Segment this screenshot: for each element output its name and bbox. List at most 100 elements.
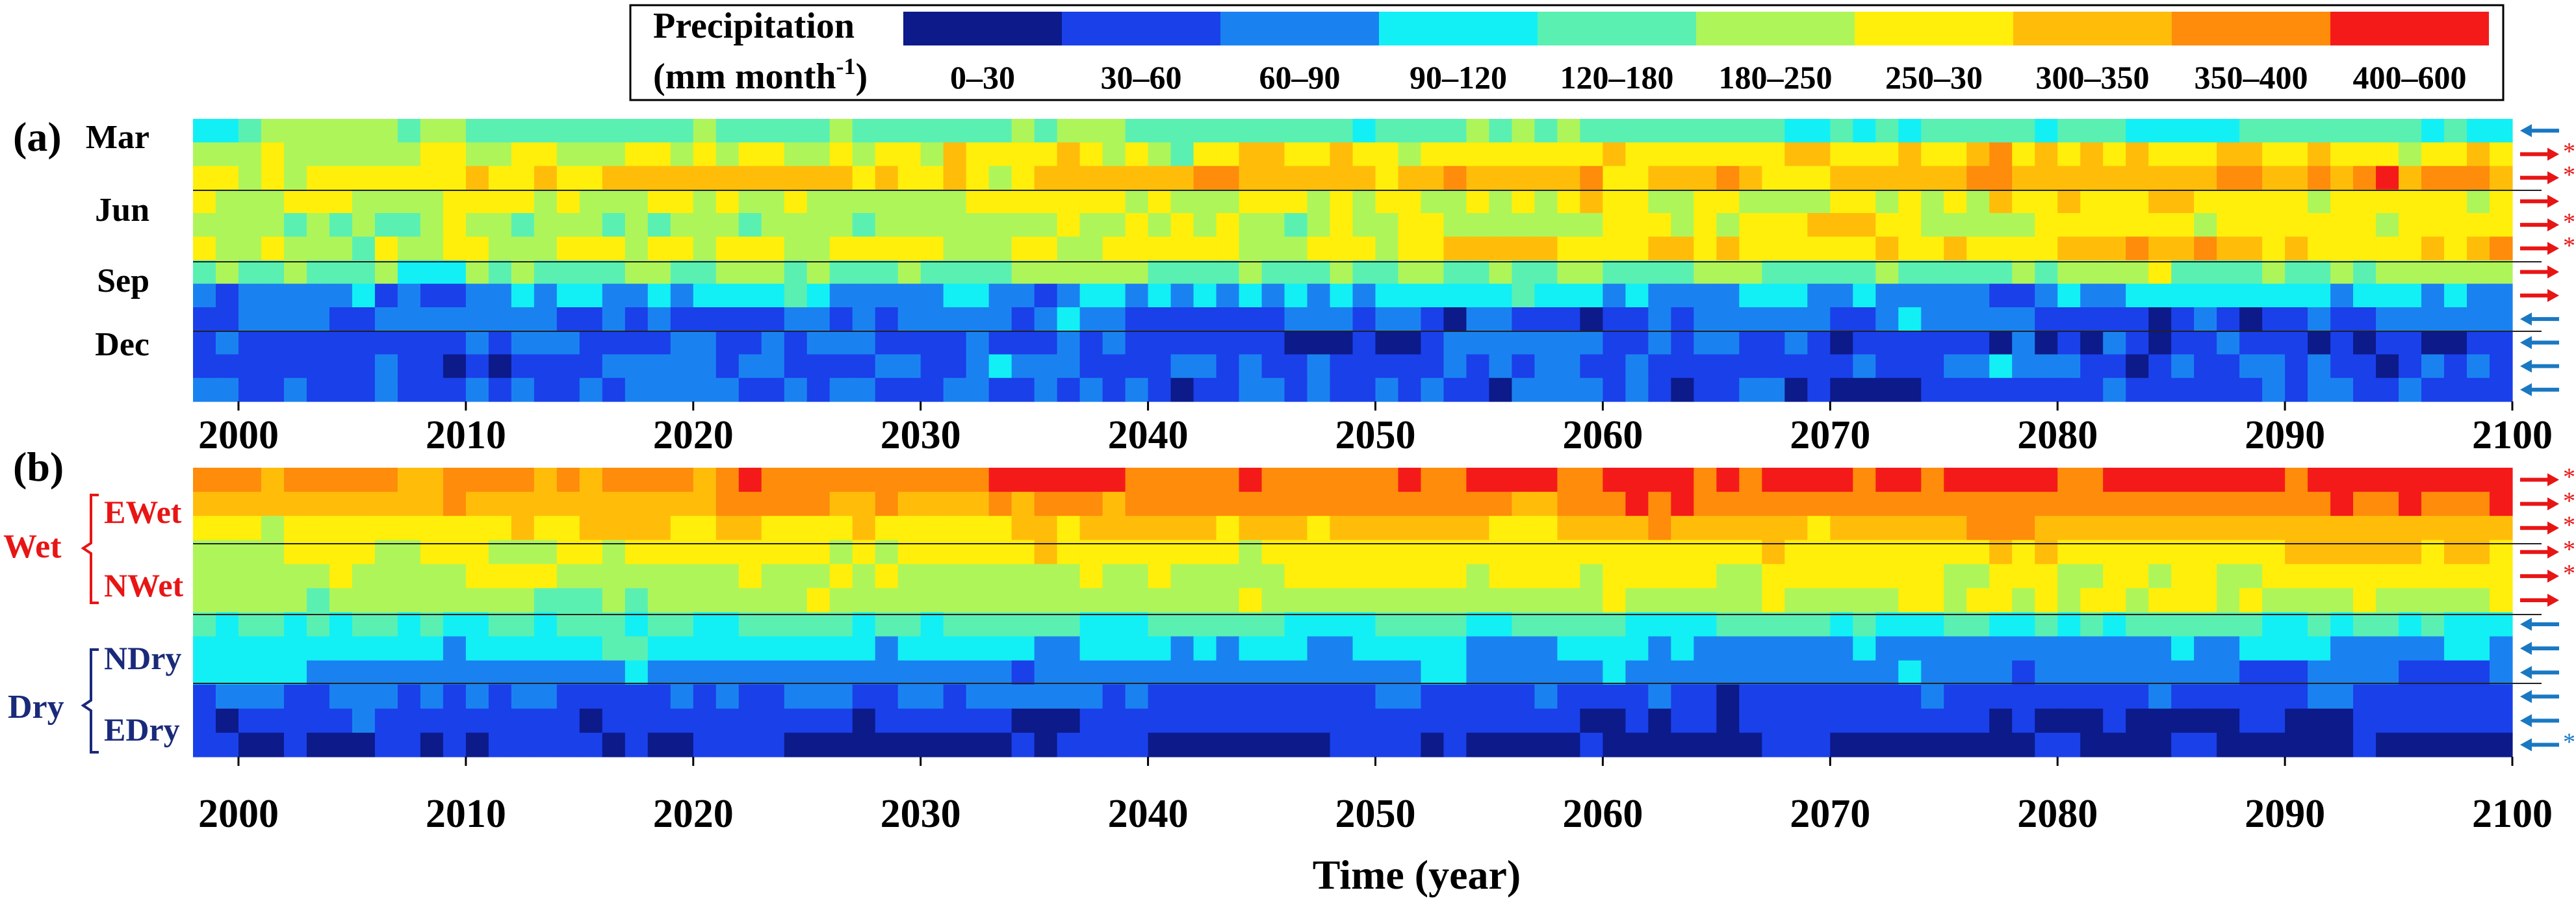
heatmap-cell [738, 468, 762, 492]
heatmap-cell [1580, 166, 1603, 190]
heatmap-cell [625, 612, 649, 637]
heatmap-cell [1375, 189, 1399, 214]
heatmap-cell [1671, 331, 1694, 355]
heatmap-cell [2148, 564, 2172, 589]
heatmap-cell [897, 377, 921, 402]
heatmap-cell [1921, 236, 1944, 261]
heatmap-cell [2171, 166, 2195, 190]
heatmap-cell [2217, 307, 2240, 331]
heatmap-cell [2353, 142, 2376, 167]
heatmap-cell [670, 468, 694, 492]
heatmap-cell [920, 732, 944, 757]
heatmap-cell [806, 142, 831, 167]
heatmap-cell [1716, 142, 1740, 167]
heatmap-cell [1739, 612, 1762, 637]
panel-a: (a) Mar Jun Sep Dec **** 2000 2010 2020 203… [13, 114, 2575, 457]
heatmap-cell [2148, 283, 2172, 308]
heatmap-cell [2012, 213, 2035, 237]
heatmap-cell [1534, 684, 1558, 709]
heatmap-cell [1148, 564, 1172, 589]
heatmap-cell [193, 468, 216, 492]
heatmap-cell [2262, 708, 2286, 733]
heatmap-cell [943, 588, 967, 613]
heatmap-cell [1375, 354, 1399, 379]
heatmap-cell [2080, 119, 2104, 143]
heatmap-cell [738, 708, 762, 733]
heatmap-cell [1125, 660, 1149, 685]
heatmap-cell [1830, 612, 1853, 637]
heatmap-cell [1239, 307, 1263, 331]
heatmap-cell [1284, 236, 1308, 261]
heatmap-cell [1921, 119, 1944, 143]
heatmap-cell [670, 612, 694, 637]
heatmap-cell [1966, 260, 1990, 285]
heatmap-cell [465, 119, 489, 143]
heatmap-cell [261, 142, 285, 167]
wet-bracket [81, 494, 99, 604]
x-tick-label: 2020 [653, 413, 734, 457]
heatmap-cell [2421, 377, 2445, 402]
heatmap-cell [579, 468, 603, 492]
heatmap-cell [943, 684, 967, 709]
heatmap-cell [1193, 260, 1217, 285]
heatmap-cell [2467, 260, 2490, 285]
heatmap-cell [988, 189, 1012, 214]
heatmap-cell [1875, 213, 1899, 237]
heatmap-cell [1648, 166, 1671, 190]
heatmap-cell [602, 283, 626, 308]
heatmap-cell [193, 612, 216, 637]
heatmap-cell [2285, 612, 2308, 637]
heatmap-cell [1716, 166, 1740, 190]
heatmap-cell [397, 307, 421, 331]
heatmap-cell [966, 236, 990, 261]
heatmap-cell [625, 331, 649, 355]
heatmap-cell [2148, 636, 2172, 661]
heatmap-cell [829, 612, 853, 637]
heatmap-cell [2376, 636, 2399, 661]
heatmap-cell [1170, 189, 1194, 214]
heatmap-cell [579, 564, 603, 589]
heatmap-cell [1898, 236, 1922, 261]
heatmap-cell [374, 564, 398, 589]
heatmap-cell [2012, 377, 2035, 402]
heatmap-cell [1648, 213, 1671, 237]
heatmap-cell [1966, 588, 1990, 613]
heatmap-cell [2376, 142, 2399, 167]
heatmap-cell [374, 492, 398, 516]
heatmap-cell [966, 307, 990, 331]
heatmap-cell [670, 119, 694, 143]
heatmap-cell [1762, 119, 1785, 143]
heatmap-cell [806, 331, 831, 355]
heatmap-cell [761, 660, 785, 685]
heatmap-cell [647, 166, 671, 190]
heatmap-cell [488, 119, 512, 143]
heatmap-cell [1830, 708, 1853, 733]
heatmap-cell [1625, 492, 1649, 516]
heatmap-cell [1625, 732, 1649, 757]
heatmap-cell [1512, 660, 1536, 685]
heatmap-cell [1330, 377, 1354, 402]
heatmap-cell [511, 612, 535, 637]
heatmap-cell [1193, 283, 1217, 308]
heatmap-cell [534, 377, 558, 402]
heatmap-cell [1512, 564, 1536, 589]
heatmap-cell [1216, 588, 1240, 613]
heatmap-cell [2103, 492, 2126, 516]
heatmap-cell [1079, 732, 1103, 757]
heatmap-cell [1807, 588, 1831, 613]
heatmap-cell [738, 377, 762, 402]
heatmap-cell [2217, 588, 2240, 613]
heatmap-cell [238, 283, 262, 308]
heatmap-cell [2148, 684, 2172, 709]
trend-arrow-up-head [2547, 569, 2559, 583]
heatmap-cell [1443, 283, 1467, 308]
heatmap-cell [1898, 166, 1922, 190]
heatmap-cell [465, 636, 489, 661]
heatmap-cell [1352, 307, 1376, 331]
heatmap-cell [306, 732, 330, 757]
heatmap-cell [1807, 354, 1831, 379]
heatmap-cell [1489, 213, 1513, 237]
heatmap-cell [2353, 260, 2376, 285]
heatmap-cell [1648, 516, 1671, 540]
heatmap-cell [488, 213, 512, 237]
